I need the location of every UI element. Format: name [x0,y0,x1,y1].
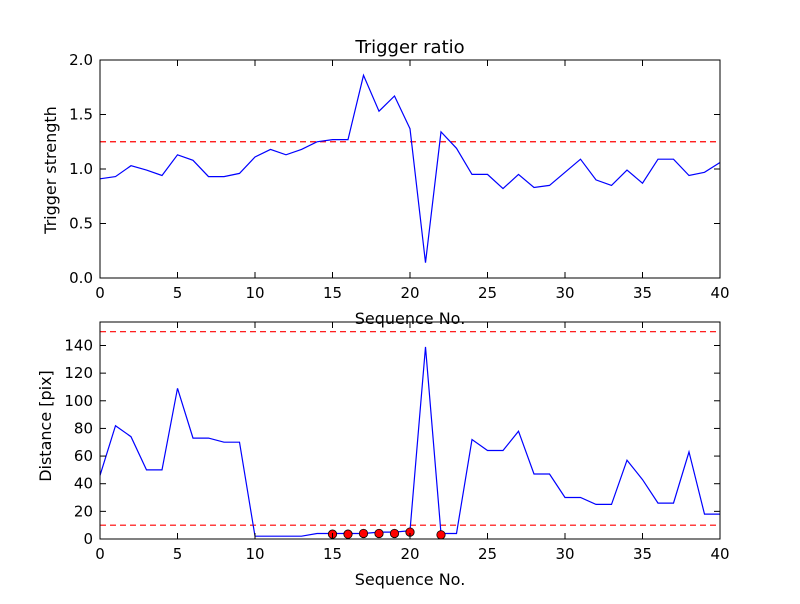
distance-panel: Sequence No. Distance [pix] 0 5 10 15 20 25 30… [36,321,730,589]
y-tick-label: 40 [74,475,93,493]
x-tick-label: 5 [173,284,183,302]
x-tick-label: 0 [95,284,105,302]
y-tick-label: 60 [74,447,93,465]
y-tick-label: 0 [83,530,93,548]
x-tick-label: 40 [710,284,729,302]
data-point-marker [358,528,369,539]
y-tick-label: 1.5 [69,106,93,124]
data-point-marker [389,528,400,539]
y-tick-label: 120 [64,364,93,382]
y-tick-label: 2.0 [69,51,93,69]
x-tick-label: 25 [478,284,497,302]
y-tick-label: 140 [64,336,93,354]
x-tick-label: 40 [710,545,729,563]
y-tick-label: 0.0 [69,269,93,287]
y-axis-label: Trigger strength [41,106,60,235]
x-tick-label: 0 [95,545,105,563]
x-tick-label: 35 [633,284,652,302]
x-tick-label: 35 [633,545,652,563]
x-axis-label: Sequence No. [355,309,466,328]
x-tick-label: 30 [555,545,574,563]
data-point-marker [343,529,353,539]
series-line [99,73,721,263]
chart-title: Trigger ratio [354,37,464,58]
x-tick-label: 10 [245,284,264,302]
x-tick-label: 30 [555,284,574,302]
x-tick-label: 10 [245,545,264,563]
x-tick-label: 15 [323,545,342,563]
data-point-marker [374,528,384,539]
y-tick-label: 20 [74,502,93,520]
y-tick-label: 1.0 [69,160,93,178]
y-tick-label: 80 [74,419,93,437]
data-point-marker [436,530,446,540]
x-tick-label: 20 [400,284,419,302]
y-tick-label: 0.5 [69,215,93,233]
series-line [99,346,720,537]
plot-frame [99,321,721,540]
x-axis-label: Sequence No. [355,570,466,589]
x-tick-label: 5 [173,545,183,563]
y-axis-label: Distance [pix] [36,370,55,482]
x-tick-label: 15 [323,284,342,302]
trigger-ratio-panel: Trigger ratio Sequence No. Trigger stren… [41,37,730,328]
plot-frame [99,59,721,279]
x-tick-label: 25 [478,545,497,563]
x-tick-label: 20 [400,545,419,563]
y-tick-label: 100 [64,392,93,410]
